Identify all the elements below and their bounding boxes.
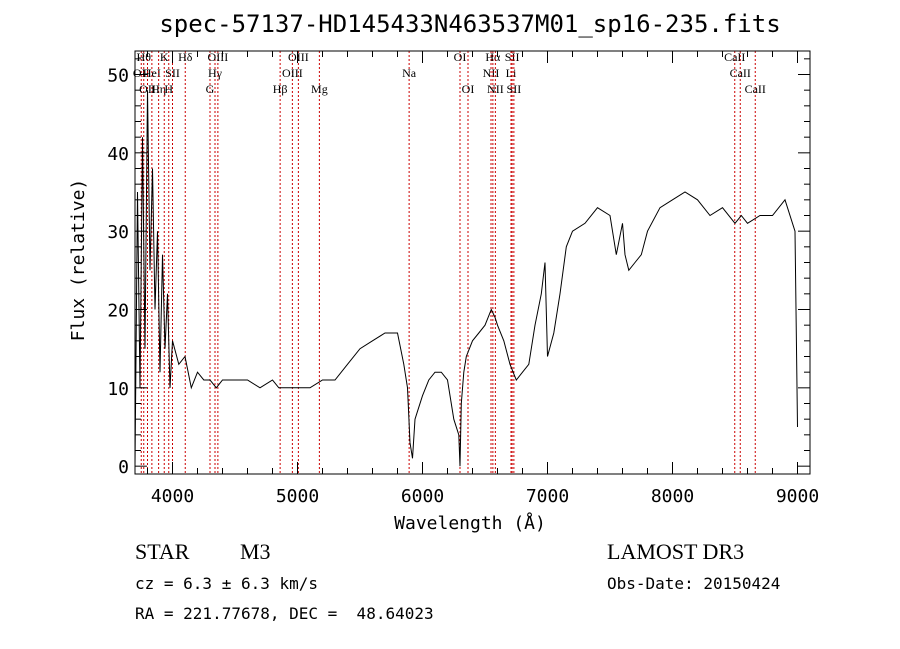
- line-label: Mg: [311, 82, 328, 96]
- line-label: K: [160, 50, 169, 64]
- line-label: OIII: [282, 66, 303, 80]
- survey-name: LAMOST DR3: [607, 539, 745, 564]
- y-axis-label: Flux (relative): [68, 179, 89, 342]
- y-tick-label: 40: [107, 144, 129, 165]
- line-label: Hθ: [137, 50, 152, 64]
- y-tick-label: 20: [107, 301, 129, 322]
- line-label: NII: [487, 82, 504, 96]
- x-tick-label: 7000: [526, 486, 569, 507]
- chart-title: spec-57137-HD145433N463537M01_sp16-235.f…: [159, 10, 780, 38]
- x-tick-label: 4000: [151, 486, 194, 507]
- line-label: OI: [454, 50, 467, 64]
- line-label: OIII: [208, 50, 229, 64]
- line-label: OIII: [288, 50, 309, 64]
- spectrum-line: [134, 90, 798, 467]
- line-label: HeI: [143, 66, 161, 80]
- x-tick-label: 5000: [276, 486, 319, 507]
- redshift-cz: cz = 6.3 ± 6.3 km/s: [135, 574, 319, 593]
- x-tick-label: 6000: [401, 486, 444, 507]
- y-tick-label: 0: [118, 457, 129, 478]
- line-label: CaII: [730, 66, 751, 80]
- line-label: Hδ: [178, 50, 193, 64]
- line-label: NII: [483, 66, 500, 80]
- object-type: STAR: [135, 539, 190, 564]
- line-label: Hη: [151, 82, 166, 96]
- line-label: SII: [507, 82, 522, 96]
- line-label: SII: [505, 50, 520, 64]
- line-label: OII: [133, 66, 150, 80]
- line-label: CaII: [724, 50, 745, 64]
- line-label: SII: [165, 66, 180, 80]
- line-label: Na: [402, 66, 417, 80]
- plot-frame: [134, 50, 811, 475]
- line-label: Hβ: [273, 82, 288, 96]
- x-tick-label: 8000: [651, 486, 694, 507]
- x-tick-label: 9000: [776, 486, 819, 507]
- x-axis-label: Wavelength (Å): [394, 512, 546, 534]
- line-label: G: [206, 82, 215, 96]
- line-label: Li: [506, 66, 517, 80]
- line-label: H: [164, 82, 173, 96]
- spectral-subclass: M3: [240, 539, 271, 564]
- line-label: Hγ: [208, 66, 223, 80]
- plot-area: OIIHθOIIHeIHηKHSIIHδGHγOIIIHβOIIIOIIIMgN…: [107, 50, 819, 507]
- y-tick-label: 50: [107, 66, 129, 87]
- line-label: Hα: [485, 50, 501, 64]
- obs-date: Obs-Date: 20150424: [607, 574, 781, 593]
- coordinates: RA = 221.77678, DEC = 48.64023: [135, 604, 434, 623]
- y-tick-label: 10: [107, 379, 129, 400]
- line-label: OI: [462, 82, 475, 96]
- line-label: CaII: [745, 82, 766, 96]
- y-tick-label: 30: [107, 222, 129, 243]
